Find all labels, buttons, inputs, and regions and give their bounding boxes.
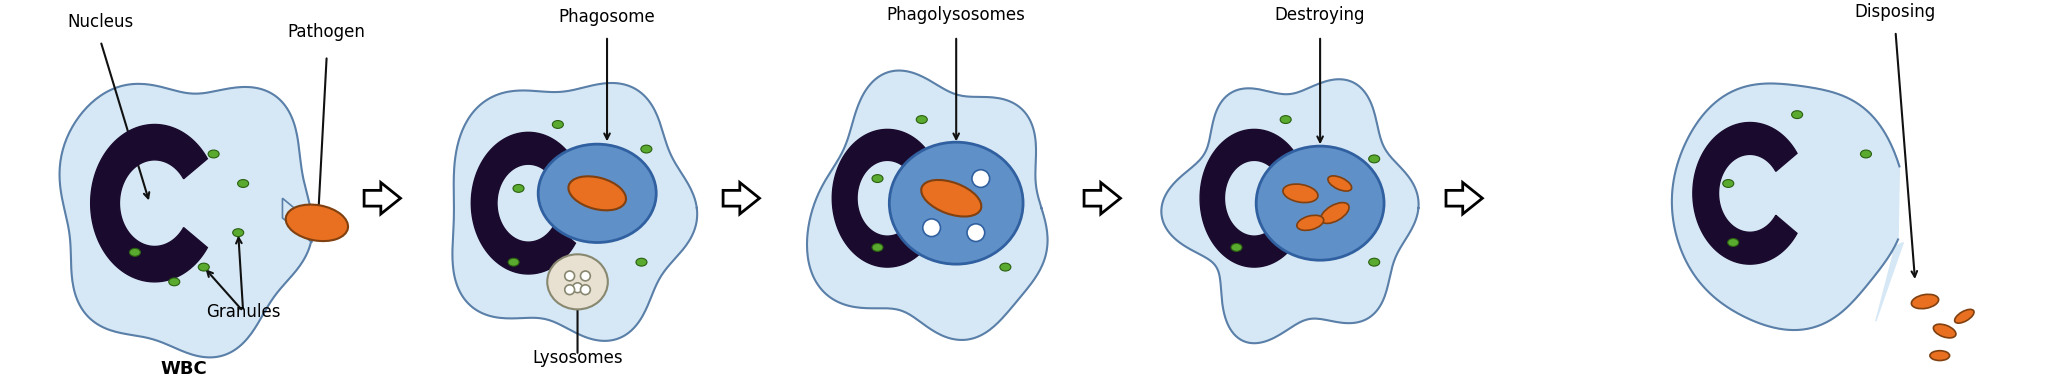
Ellipse shape bbox=[1792, 111, 1802, 118]
Text: Nucleus: Nucleus bbox=[68, 13, 134, 31]
Polygon shape bbox=[1085, 183, 1120, 214]
Ellipse shape bbox=[1722, 180, 1734, 187]
Ellipse shape bbox=[514, 185, 524, 192]
Polygon shape bbox=[452, 83, 697, 341]
Polygon shape bbox=[832, 129, 933, 267]
Text: Phagolysosomes: Phagolysosomes bbox=[888, 6, 1025, 24]
Polygon shape bbox=[282, 198, 312, 243]
Ellipse shape bbox=[208, 150, 220, 158]
Ellipse shape bbox=[917, 116, 927, 123]
Polygon shape bbox=[60, 84, 312, 358]
Ellipse shape bbox=[232, 229, 245, 237]
Ellipse shape bbox=[1256, 146, 1383, 260]
Polygon shape bbox=[1693, 123, 1796, 264]
Polygon shape bbox=[723, 183, 760, 214]
Ellipse shape bbox=[1930, 351, 1950, 361]
Ellipse shape bbox=[1911, 294, 1938, 309]
Ellipse shape bbox=[129, 249, 140, 256]
Circle shape bbox=[972, 170, 991, 187]
Ellipse shape bbox=[1001, 263, 1011, 271]
Ellipse shape bbox=[1860, 150, 1872, 158]
Circle shape bbox=[565, 285, 575, 295]
Ellipse shape bbox=[508, 258, 520, 266]
Ellipse shape bbox=[1280, 116, 1291, 123]
Circle shape bbox=[580, 285, 590, 295]
Text: Destroying: Destroying bbox=[1274, 6, 1365, 24]
Ellipse shape bbox=[169, 278, 179, 286]
Ellipse shape bbox=[641, 145, 651, 153]
Ellipse shape bbox=[1728, 239, 1739, 247]
Polygon shape bbox=[90, 125, 208, 282]
Polygon shape bbox=[1200, 129, 1299, 267]
Text: Lysosomes: Lysosomes bbox=[532, 349, 623, 367]
Ellipse shape bbox=[890, 142, 1023, 264]
Polygon shape bbox=[471, 132, 575, 274]
Polygon shape bbox=[808, 71, 1048, 340]
Polygon shape bbox=[1447, 183, 1482, 214]
Ellipse shape bbox=[1231, 243, 1241, 251]
Ellipse shape bbox=[1369, 155, 1379, 163]
Text: Phagosome: Phagosome bbox=[559, 8, 656, 26]
Ellipse shape bbox=[238, 180, 249, 187]
Circle shape bbox=[573, 283, 582, 293]
Text: WBC: WBC bbox=[160, 360, 208, 378]
Ellipse shape bbox=[871, 175, 884, 183]
Polygon shape bbox=[1161, 79, 1418, 343]
Text: Disposing: Disposing bbox=[1856, 3, 1936, 21]
Text: Granules: Granules bbox=[206, 303, 279, 321]
Ellipse shape bbox=[1321, 203, 1348, 223]
Ellipse shape bbox=[1369, 258, 1379, 266]
Polygon shape bbox=[364, 183, 401, 214]
Ellipse shape bbox=[1282, 184, 1317, 203]
Polygon shape bbox=[1673, 83, 1899, 330]
Ellipse shape bbox=[871, 243, 884, 251]
Ellipse shape bbox=[635, 258, 647, 266]
Ellipse shape bbox=[1934, 324, 1956, 338]
Ellipse shape bbox=[569, 176, 627, 211]
Circle shape bbox=[565, 271, 575, 281]
Circle shape bbox=[923, 219, 941, 237]
Ellipse shape bbox=[1328, 176, 1352, 191]
Circle shape bbox=[580, 271, 590, 281]
Ellipse shape bbox=[286, 205, 347, 241]
Circle shape bbox=[968, 224, 984, 241]
Ellipse shape bbox=[197, 263, 210, 271]
Ellipse shape bbox=[921, 180, 982, 216]
Ellipse shape bbox=[553, 121, 563, 129]
Polygon shape bbox=[1858, 243, 1903, 321]
Ellipse shape bbox=[538, 144, 656, 243]
Ellipse shape bbox=[1297, 215, 1323, 230]
Ellipse shape bbox=[547, 254, 608, 309]
Ellipse shape bbox=[1954, 309, 1975, 323]
Text: Pathogen: Pathogen bbox=[288, 23, 366, 41]
